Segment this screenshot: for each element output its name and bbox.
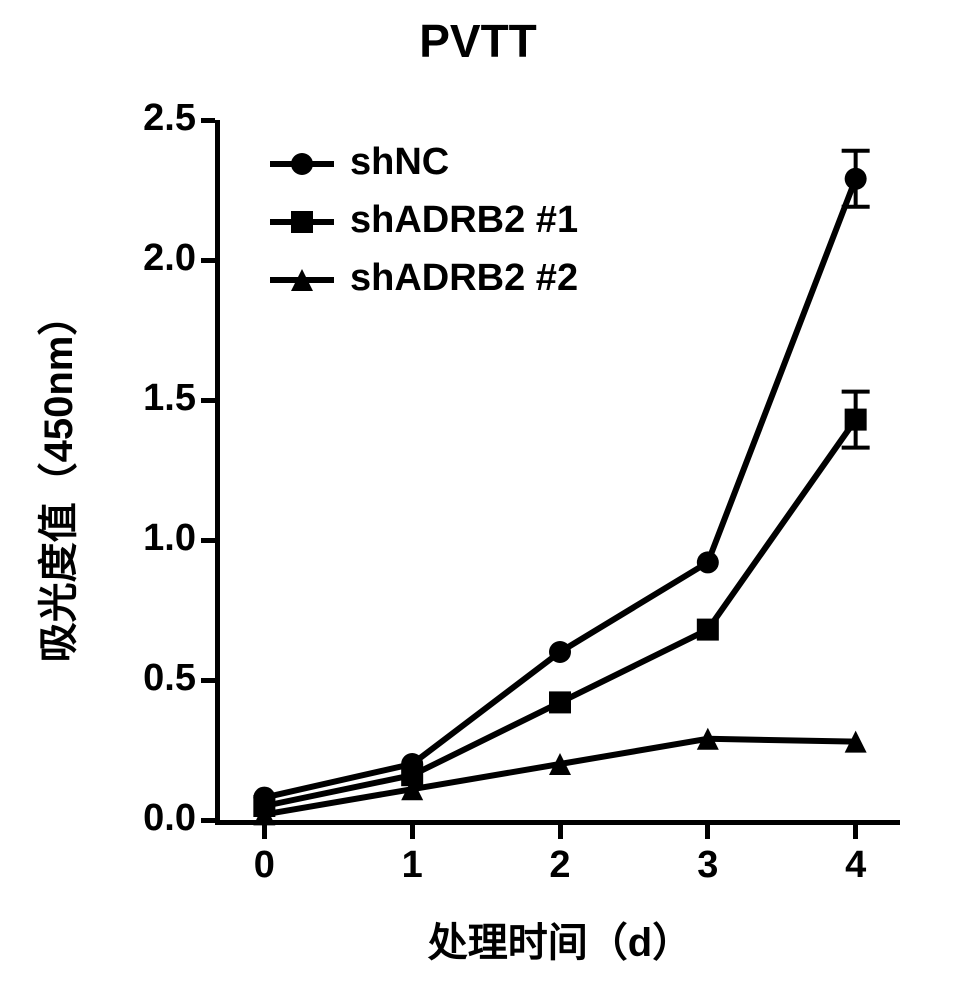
y-tick-label: 0.5 [106,657,196,700]
series-marker [697,551,719,573]
y-tick-label: 0.0 [106,797,196,840]
legend-label: shNC [350,141,449,184]
x-tick-label: 1 [382,844,442,887]
x-tick-label: 2 [530,844,590,887]
y-tick-label: 2.0 [106,237,196,280]
y-tick [201,678,215,683]
y-tick [201,398,215,403]
series-marker [697,619,719,641]
x-tick-label: 0 [234,844,294,887]
series-marker [549,691,571,713]
y-tick-label: 2.5 [106,97,196,140]
x-tick [705,825,710,839]
chart-title: PVTT [0,14,956,68]
series-line [264,420,855,806]
y-tick [201,818,215,823]
y-axis-line [215,120,220,825]
series-marker [549,641,571,663]
y-tick-label: 1.5 [106,377,196,420]
legend-marker-triangle-icon [289,267,315,293]
legend-label: shADRB2 #2 [350,257,578,300]
y-tick [201,118,215,123]
legend-marker-square-icon [289,209,315,235]
x-tick [558,825,563,839]
series-marker [845,409,867,431]
chart-container: PVTT 吸光度值（450nm） 处理时间（d） shNCshADRB2 #1s… [0,0,956,1000]
x-tick-label: 3 [678,844,738,887]
legend-marker-circle-icon [289,151,315,177]
x-axis-label: 处理时间（d） [220,910,900,968]
y-axis-label: 吸光度值（450nm） [26,129,84,829]
y-tick [201,258,215,263]
legend: shNC shADRB2 #1 shADRB2 #2 [270,135,770,309]
y-tick [201,538,215,543]
x-tick [262,825,267,839]
legend-label: shADRB2 #1 [350,199,578,242]
x-tick [410,825,415,839]
series-marker [845,168,867,190]
x-tick [853,825,858,839]
x-tick-label: 4 [826,844,886,887]
y-tick-label: 1.0 [106,517,196,560]
